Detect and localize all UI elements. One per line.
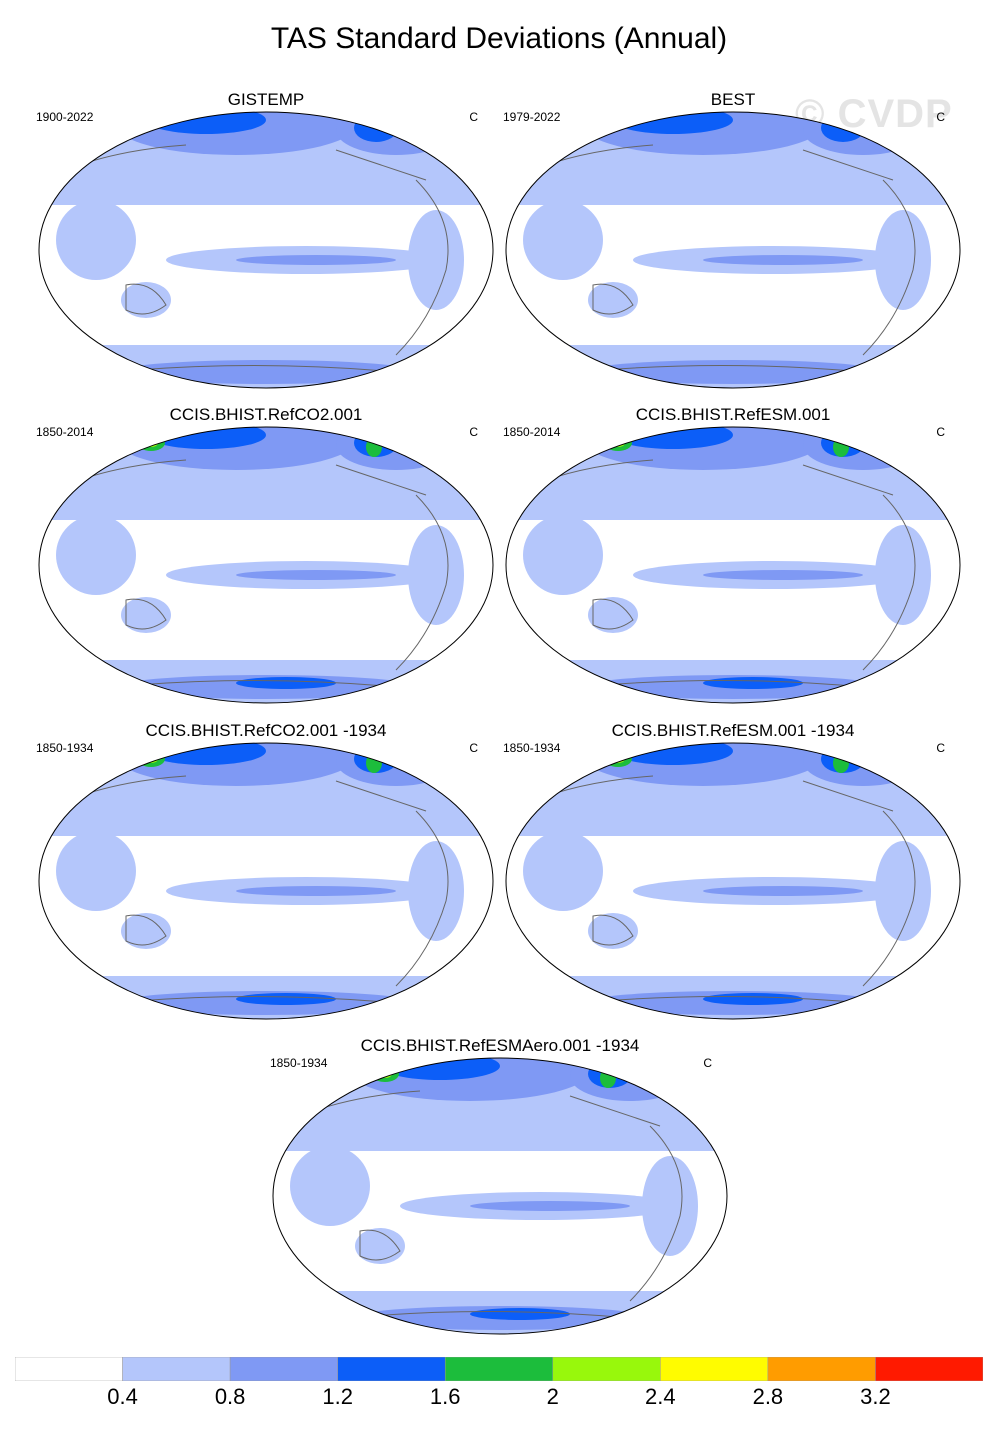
colorbar-label: 2.4 bbox=[645, 1384, 676, 1409]
map-panel-refesm-1934: CCIS.BHIST.RefESM.001 -1934 1850-1934 C bbox=[503, 721, 963, 1021]
panel-years: 1850-2014 bbox=[36, 425, 94, 439]
panel-years: 1900-2022 bbox=[36, 110, 94, 124]
panel-units: C bbox=[703, 1056, 712, 1070]
panel-title: BEST bbox=[710, 90, 756, 109]
map-panel-refesm: CCIS.BHIST.RefESM.001 1850-2014 C bbox=[503, 405, 963, 705]
colorbar-label: 1.2 bbox=[322, 1384, 353, 1409]
panel-title: CCIS.BHIST.RefESM.001 -1934 bbox=[611, 721, 855, 740]
panel-title: GISTEMP bbox=[227, 90, 305, 109]
map-panel-gistemp: GISTEMP 1900-2022 C bbox=[36, 90, 496, 390]
world-map bbox=[505, 426, 961, 704]
panel-years: 1850-2014 bbox=[503, 425, 561, 439]
panel-units: C bbox=[469, 425, 478, 439]
colorbar bbox=[15, 1357, 983, 1381]
panel-title: CCIS.BHIST.RefESM.001 bbox=[635, 405, 831, 424]
colorbar-swatch bbox=[875, 1357, 983, 1381]
world-map bbox=[505, 742, 961, 1020]
world-map bbox=[38, 742, 494, 1020]
map-panel-best: BEST 1979-2022 C bbox=[503, 90, 963, 390]
panel-units: C bbox=[469, 741, 478, 755]
colorbar-label: 3.2 bbox=[860, 1384, 891, 1409]
panel-units: C bbox=[936, 110, 945, 124]
colorbar-label: 2 bbox=[546, 1384, 559, 1409]
colorbar-swatch bbox=[122, 1357, 231, 1381]
panel-units: C bbox=[936, 425, 945, 439]
panel-years: 1850-1934 bbox=[36, 741, 94, 755]
colorbar-swatch bbox=[660, 1357, 769, 1381]
colorbar-label: 0.8 bbox=[214, 1384, 246, 1409]
map-panel-refco2: CCIS.BHIST.RefCO2.001 1850-2014 C bbox=[36, 405, 496, 705]
panel-title: CCIS.BHIST.RefESMAero.001 -1934 bbox=[360, 1036, 640, 1055]
map-panel-refesmaero-1934: CCIS.BHIST.RefESMAero.001 -1934 1850-193… bbox=[270, 1036, 730, 1336]
panel-years: 1979-2022 bbox=[503, 110, 561, 124]
panel-title: CCIS.BHIST.RefCO2.001 -1934 bbox=[145, 721, 387, 740]
world-map bbox=[505, 111, 961, 389]
colorbar-label: 0.4 bbox=[107, 1384, 138, 1409]
colorbar-swatch bbox=[15, 1357, 123, 1381]
colorbar-swatch bbox=[552, 1357, 661, 1381]
panel-years: 1850-1934 bbox=[503, 741, 561, 755]
world-map bbox=[38, 111, 494, 389]
map-panel-refco2-1934: CCIS.BHIST.RefCO2.001 -1934 1850-1934 C bbox=[36, 721, 496, 1021]
panel-years: 1850-1934 bbox=[270, 1056, 328, 1070]
world-map bbox=[272, 1057, 728, 1335]
panel-units: C bbox=[469, 110, 478, 124]
panel-units: C bbox=[936, 741, 945, 755]
panel-title: CCIS.BHIST.RefCO2.001 bbox=[169, 405, 363, 424]
colorbar-swatch bbox=[444, 1357, 554, 1381]
colorbar-label: 2.8 bbox=[752, 1384, 784, 1409]
colorbar-swatch bbox=[767, 1357, 876, 1381]
colorbar-swatch bbox=[229, 1357, 338, 1381]
colorbar-swatch bbox=[337, 1357, 446, 1381]
main-title: TAS Standard Deviations (Annual) bbox=[270, 22, 728, 55]
world-map bbox=[38, 426, 494, 704]
colorbar-label: 1.6 bbox=[429, 1384, 461, 1409]
